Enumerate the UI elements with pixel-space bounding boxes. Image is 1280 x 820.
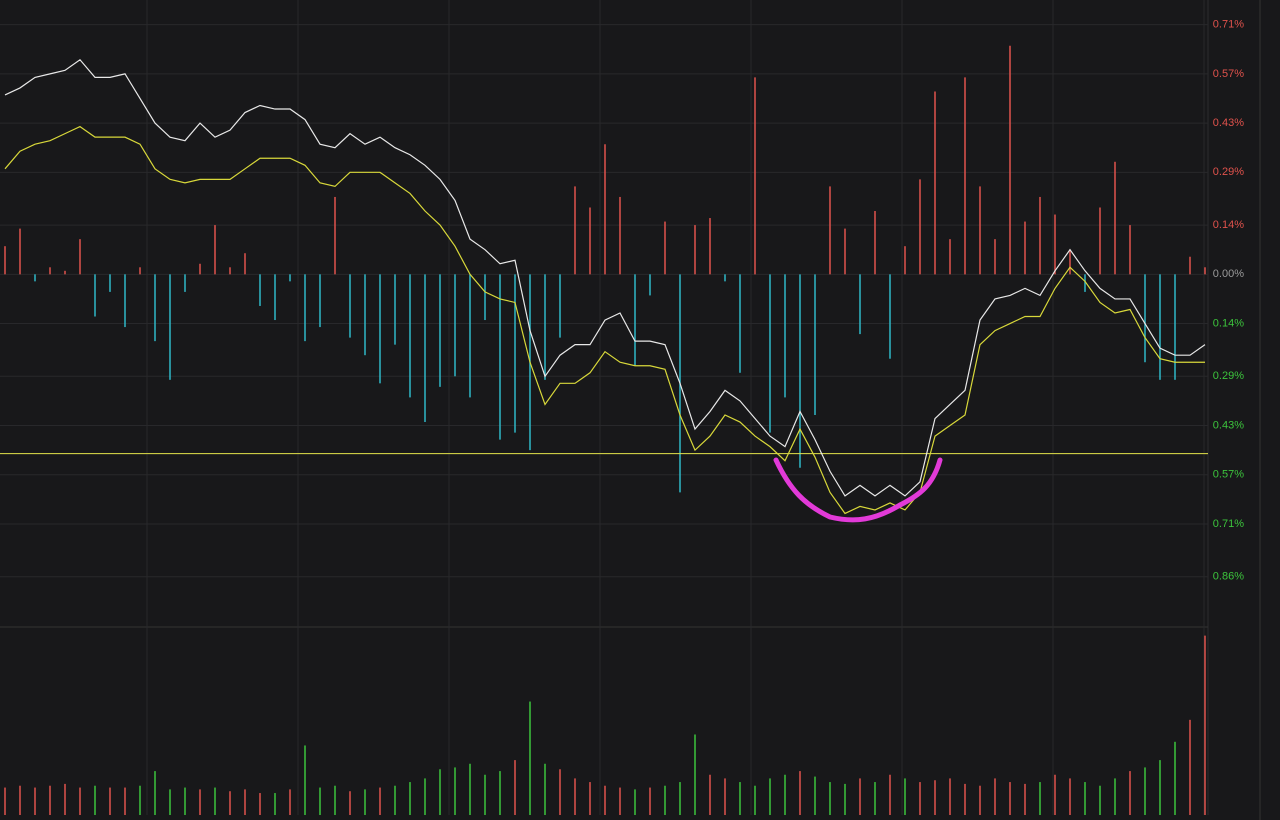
y-tick-label: 0.86% [1213, 571, 1244, 583]
price-line [4, 58, 1206, 497]
y-tick-label: 0.43% [1213, 419, 1244, 431]
hand-drawn-annotation [773, 457, 943, 523]
y-tick-label: 0.00% [1213, 268, 1244, 280]
y-tick-label: 0.71% [1213, 19, 1244, 31]
price-line [4, 125, 1205, 515]
y-tick-label: 0.71% [1213, 518, 1244, 530]
y-tick-label: 0.29% [1213, 166, 1244, 178]
y-tick-label: 0.14% [1213, 317, 1244, 329]
y-tick-label: 0.57% [1213, 469, 1244, 481]
y-tick-label: 0.43% [1213, 117, 1244, 129]
y-tick-label: 0.14% [1213, 219, 1244, 231]
y-tick-label: 0.57% [1213, 68, 1244, 80]
y-tick-label: 0.29% [1213, 370, 1244, 382]
